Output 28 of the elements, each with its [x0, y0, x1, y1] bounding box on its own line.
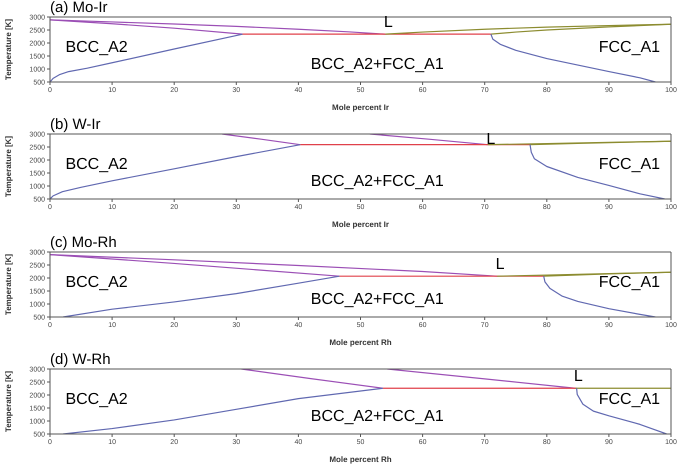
- chart-title: (c) Mo-Rh: [50, 234, 117, 251]
- annotation: L: [384, 14, 393, 32]
- annotation: BCC_A2: [65, 274, 128, 292]
- annotation: BCC_A2: [65, 39, 128, 56]
- x-axis-title: Mole percent Ir: [332, 220, 389, 229]
- chart-title: (a) Mo-Ir: [50, 0, 108, 16]
- annotation: BCC_A2: [65, 156, 128, 174]
- annotation: FCC_A1: [598, 274, 660, 292]
- annotation: BCC_A2+FCC_A1: [310, 56, 444, 74]
- annotation: L: [486, 131, 496, 148]
- x-axis-title: Mole percent Ir: [332, 103, 389, 112]
- annotation: FCC_A1: [598, 391, 660, 408]
- annotation: BCC_A2+FCC_A1: [310, 408, 444, 426]
- chart-title: (d) W-Rh: [50, 351, 111, 368]
- annotation: L: [496, 256, 505, 274]
- annotation: BCC_A2+FCC_A1: [310, 291, 444, 308]
- annotation: BCC_A2+FCC_A1: [310, 173, 444, 190]
- annotation: L: [574, 368, 583, 386]
- y-axis-title: Temperature [K]: [4, 136, 13, 198]
- annotation: FCC_A1: [598, 39, 660, 56]
- x-axis-title: Mole percent Rh: [329, 338, 392, 347]
- y-axis-title: Temperature [K]: [4, 370, 13, 432]
- x-axis-title: Mole percent Rh: [329, 455, 392, 464]
- y-axis-title: Temperature [K]: [4, 254, 13, 316]
- y-axis-title: Temperature [K]: [4, 18, 13, 80]
- annotation: BCC_A2: [65, 391, 128, 408]
- annotation: FCC_A1: [598, 156, 660, 174]
- chart-title: (b) W-Ir: [50, 116, 101, 133]
